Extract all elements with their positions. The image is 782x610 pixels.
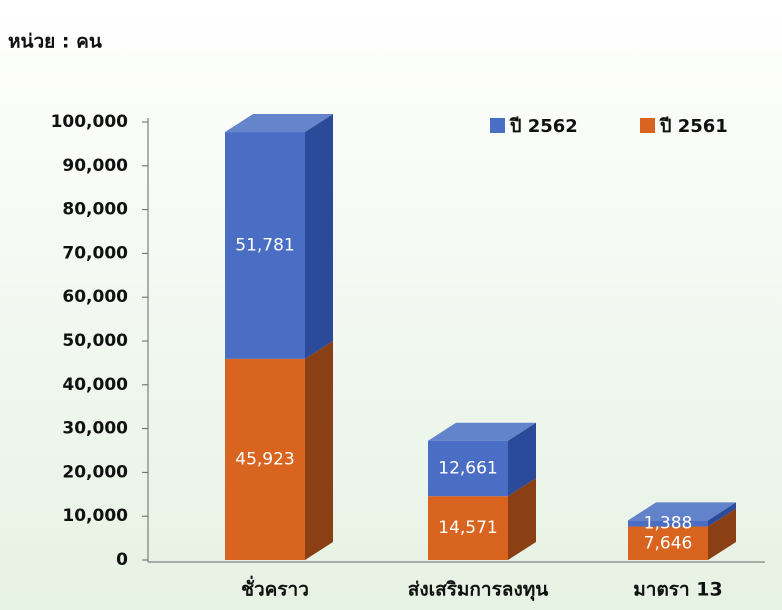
bar-side bbox=[508, 478, 536, 560]
bar-top bbox=[428, 422, 536, 441]
y-tick-label: 80,000 bbox=[62, 200, 128, 220]
bar bbox=[428, 440, 508, 497]
bar bbox=[428, 496, 508, 560]
x-tick-label: มาตรา 13 bbox=[633, 579, 722, 601]
bar-side bbox=[708, 508, 736, 560]
y-tick-label: 0 bbox=[116, 550, 128, 570]
bar bbox=[225, 132, 305, 359]
y-tick-label: 70,000 bbox=[62, 243, 128, 263]
bar-side bbox=[508, 422, 536, 497]
value-label: 14,571 bbox=[438, 518, 497, 538]
bar bbox=[628, 520, 708, 527]
bar bbox=[225, 358, 305, 560]
value-label: 12,661 bbox=[438, 458, 497, 478]
bar-side bbox=[305, 340, 333, 560]
bar-side bbox=[305, 114, 333, 359]
legend-label: ปี 2562 bbox=[509, 116, 578, 137]
x-tick-label: ส่งเสริมการลงทุน bbox=[408, 579, 549, 602]
y-tick-label: 10,000 bbox=[62, 506, 128, 526]
bar-top bbox=[628, 502, 736, 521]
value-label: 7,646 bbox=[644, 533, 693, 553]
bar-top bbox=[225, 114, 333, 133]
y-tick-label: 30,000 bbox=[62, 419, 128, 439]
value-label: 1,388 bbox=[644, 513, 693, 533]
unit-label: หน่วย : คน bbox=[8, 31, 102, 53]
y-tick-label: 90,000 bbox=[62, 156, 128, 176]
x-tick-label: ชั่วคราว bbox=[241, 576, 309, 601]
y-tick-label: 100,000 bbox=[51, 112, 129, 132]
value-label: 51,781 bbox=[235, 235, 294, 255]
y-tick-label: 60,000 bbox=[62, 287, 128, 307]
value-label: 45,923 bbox=[235, 449, 294, 469]
legend-label: ปี 2561 bbox=[659, 116, 728, 137]
y-tick-label: 40,000 bbox=[62, 375, 128, 395]
y-tick-label: 20,000 bbox=[62, 462, 128, 482]
bar bbox=[628, 526, 708, 560]
legend-swatch bbox=[640, 118, 655, 133]
bar-side bbox=[708, 502, 736, 527]
y-tick-label: 50,000 bbox=[62, 331, 128, 351]
legend-swatch bbox=[490, 118, 505, 133]
